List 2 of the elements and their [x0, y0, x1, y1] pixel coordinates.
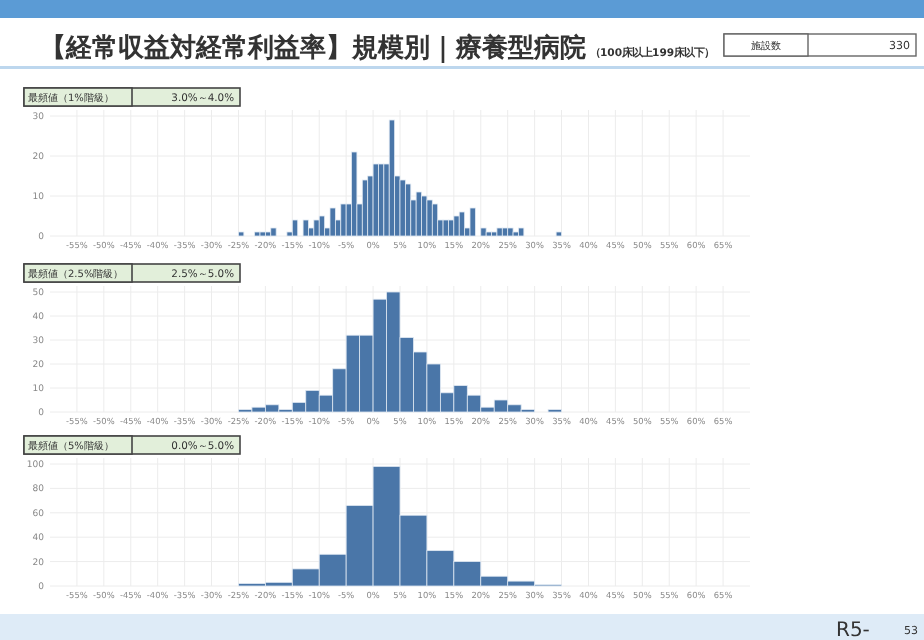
chart-title: 【経常収益対経常利益率】規模別｜療養型病院: [40, 32, 586, 64]
text: R5-: [836, 620, 871, 640]
